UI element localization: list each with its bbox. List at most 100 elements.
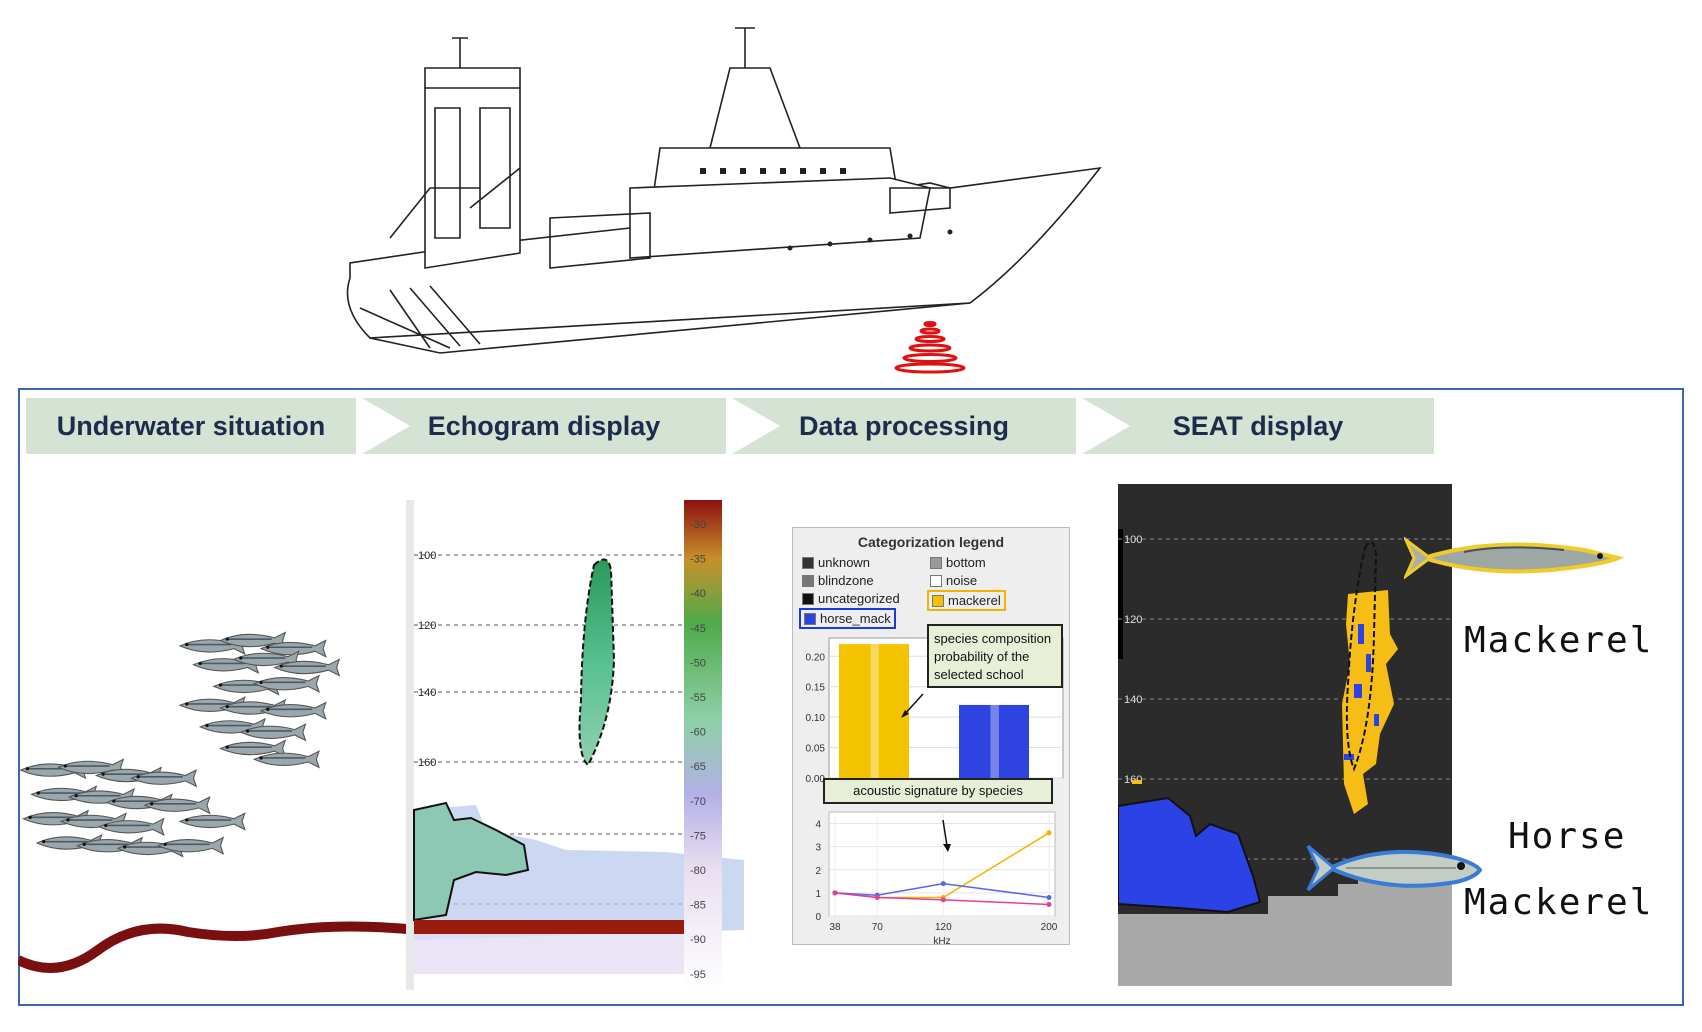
selected-school-outline-seat: [1345, 541, 1378, 772]
arrow-icon: [943, 844, 951, 852]
scale-tick-label: -50: [690, 657, 706, 669]
chevron-arrow-icon: [362, 398, 410, 454]
scale-tick-label: -55: [690, 692, 706, 704]
legend-label: uncategorized: [818, 591, 900, 606]
horse-mackerel-patches: [1344, 624, 1379, 760]
bar-y-tick: 0.15: [806, 683, 826, 694]
step-seat-display: SEAT display: [1082, 398, 1434, 454]
depth-tick-label: 120: [418, 620, 436, 632]
bar-horse-mack[interactable]: [959, 704, 1029, 778]
arrow-icon: [901, 710, 909, 718]
legend-item-blindzone[interactable]: blindzone: [799, 572, 877, 589]
legend-swatch: [804, 612, 816, 625]
scale-tick-label: -90: [690, 934, 706, 946]
legend-item-uncategorized[interactable]: uncategorized: [799, 590, 903, 607]
scale-tick-label: -65: [690, 761, 706, 773]
near-bottom-school-outline: [413, 801, 530, 922]
line-y-tick: 1: [815, 889, 821, 900]
data-processing-panel: Categorization legend unknown bottom blind…: [792, 527, 1070, 945]
legend-item-mackerel[interactable]: mackerel: [927, 590, 1006, 611]
legend-item-horse-mack[interactable]: horse_mack: [799, 608, 896, 629]
line-x-label: kHz: [933, 936, 950, 944]
line-y-tick: 3: [815, 843, 821, 854]
composition-callout: species composition probability of the s…: [927, 624, 1063, 688]
step-echogram-display: Echogram display: [362, 398, 726, 454]
depth-tick-label: 100: [418, 550, 436, 562]
depth-tick-label: 160: [418, 757, 436, 769]
scale-tick-label: -75: [690, 830, 706, 842]
legend-swatch: [930, 556, 942, 569]
signature-point: [1046, 830, 1052, 836]
line-y-tick: 0: [815, 912, 821, 923]
legend-label: blindzone: [818, 573, 874, 588]
bar-y-tick: 0.00: [806, 774, 826, 785]
scale-tick-label: -40: [690, 588, 706, 600]
legend-label: mackerel: [948, 593, 1001, 608]
seabed-region: [1118, 914, 1452, 986]
scale-tick-label: -85: [690, 900, 706, 912]
mackerel-school-icon: [179, 631, 341, 769]
legend-item-noise[interactable]: noise: [927, 572, 980, 589]
depth-tick-label: 140: [418, 687, 436, 699]
legend-label: horse_mack: [820, 611, 891, 626]
legend-item-unknown[interactable]: unknown: [799, 554, 873, 571]
echogram-scrollbar[interactable]: [406, 500, 414, 990]
line-x-tick: 120: [935, 922, 952, 933]
color-scale-bar: [684, 500, 722, 990]
step-data-processing: Data processing: [732, 398, 1076, 454]
legend-label: bottom: [946, 555, 986, 570]
mackerel-picture-icon: [1404, 536, 1624, 580]
signature-point: [832, 890, 838, 896]
legend-swatch: [802, 556, 814, 569]
legend-swatch: [930, 574, 942, 587]
horse-mackerel-label: Mackerel: [1464, 882, 1654, 923]
seat-depth-tick: 120: [1124, 614, 1142, 626]
line-y-tick: 2: [815, 866, 821, 877]
line-x-tick: 70: [872, 922, 884, 933]
line-y-tick: 4: [815, 820, 821, 831]
legend-swatch: [932, 594, 944, 607]
seabed-line: [18, 921, 418, 973]
signature-point: [940, 897, 946, 903]
bar-y-tick: 0.05: [806, 744, 826, 755]
step-label: SEAT display: [1172, 410, 1344, 441]
step-label: Echogram display: [427, 410, 661, 441]
horse-mackerel-school-icon: [19, 758, 246, 858]
step-label: Underwater situation: [56, 410, 326, 441]
seat-display-panel: 100120140160180200: [1118, 484, 1452, 986]
horse-label: Horse: [1508, 816, 1627, 857]
scale-tick-label: -95: [690, 969, 706, 981]
trawler-illustration: [346, 27, 1102, 374]
legend-item-bottom[interactable]: bottom: [927, 554, 989, 571]
scale-tick-label: -30: [690, 519, 706, 531]
composition-callout-text: species composition probability of the s…: [934, 631, 1052, 682]
scale-tick-label: -45: [690, 623, 706, 635]
mackerel-region: [1342, 590, 1398, 814]
process-panel: [18, 388, 1684, 1006]
legend-swatch: [802, 574, 814, 587]
scale-tick-label: -60: [690, 727, 706, 739]
acoustic-signature-chart: 4 3 2 1 0 38 70 120 200 kHz: [815, 811, 1058, 944]
signature-point: [940, 881, 946, 887]
step-label: Data processing: [798, 410, 1010, 441]
underwater-scene: [18, 631, 418, 973]
bar-y-tick: 0.20: [806, 652, 826, 663]
bar-mackerel[interactable]: [839, 644, 909, 778]
step-underwater-situation: Underwater situation: [26, 398, 356, 454]
horse-mackerel-region: [1118, 796, 1262, 914]
legend-swatch: [802, 592, 814, 605]
mackerel-label: Mackerel: [1464, 620, 1654, 661]
signature-callout: acoustic signature by species: [823, 778, 1053, 804]
legend-label: noise: [946, 573, 978, 588]
line-x-tick: 38: [829, 922, 841, 933]
chevron-arrow-icon: [1082, 398, 1130, 454]
signature-point: [1046, 901, 1052, 907]
signature-point: [874, 895, 880, 901]
scale-tick-label: -80: [690, 865, 706, 877]
echogram-panel: 100120140160180200 -30-35-40-45-50-55-60…: [406, 500, 744, 990]
selected-school-outline: [578, 558, 616, 767]
signature-point: [1046, 895, 1052, 901]
signature-series-line: [834, 882, 1050, 899]
legend-label: unknown: [818, 555, 871, 570]
composition-bar-chart: 0.20 0.15 0.10 0.05 0.00: [806, 637, 1064, 785]
